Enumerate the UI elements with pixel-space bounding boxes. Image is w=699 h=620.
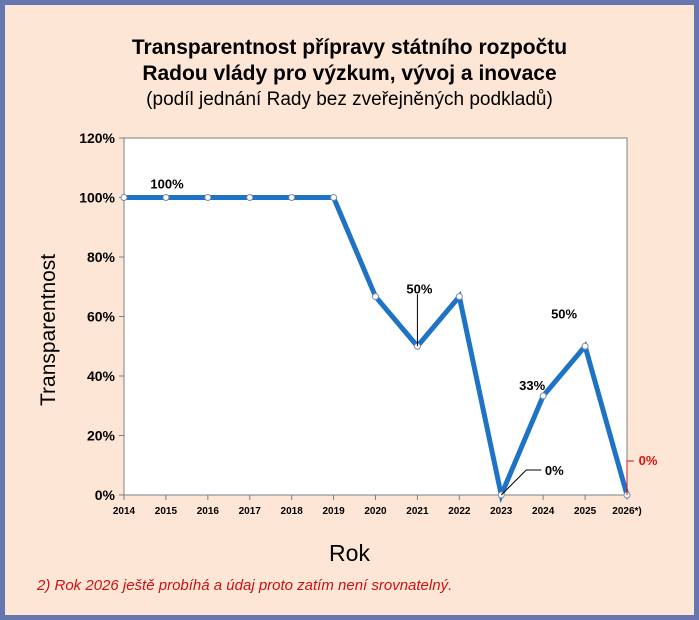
data-point: [539, 392, 547, 400]
x-tick-label: 2026*): [612, 506, 641, 517]
data-label: 50%: [551, 306, 577, 321]
leader-line: [626, 460, 634, 495]
y-axis-label: Transparentnost: [37, 253, 60, 406]
data-point: [162, 194, 170, 201]
x-tick-label: 2016: [197, 506, 220, 517]
x-tick-label: 2019: [322, 506, 345, 517]
data-point: [120, 194, 128, 201]
y-tick-label: 120%: [79, 130, 115, 146]
x-tick-label: 2022: [448, 506, 471, 517]
chart-title-line-2: Radou vlády pro výzkum, vývoj a inovace: [142, 62, 557, 85]
data-point: [372, 293, 379, 301]
y-tick-label: 60%: [87, 309, 116, 325]
footnote: 2) Rok 2026 ještě probíhá a údaj proto z…: [37, 577, 453, 594]
data-label: 0%: [639, 453, 658, 468]
chart-title: Transparentnost přípravy státního rozpoč…: [131, 36, 568, 59]
data-point: [246, 194, 254, 201]
x-tick-label: 2023: [490, 506, 513, 517]
x-tick-label: 2017: [239, 506, 262, 517]
y-tick-label: 0%: [95, 487, 116, 503]
leader-line: [500, 469, 542, 496]
data-label: 100%: [150, 177, 184, 192]
x-tick-label: 2014: [113, 506, 136, 517]
data-label: 50%: [406, 281, 432, 296]
y-tick-label: 100%: [79, 190, 115, 206]
data-label: 0%: [545, 463, 564, 478]
data-point: [581, 342, 589, 350]
data-point: [455, 293, 463, 301]
y-tick-label: 80%: [87, 249, 116, 265]
data-label: 33%: [519, 378, 545, 393]
data-point: [330, 194, 338, 201]
x-axis-label: Rok: [329, 540, 370, 566]
x-tick-label: 2025: [574, 506, 597, 517]
data-point: [288, 194, 296, 201]
data-point: [204, 194, 212, 201]
chart-subtitle: (podíl jednání Rady bez zveřejněných pod…: [146, 89, 553, 110]
y-tick-label: 40%: [87, 368, 116, 384]
x-tick-label: 2024: [532, 506, 555, 517]
x-tick-label: 2015: [155, 506, 178, 517]
x-tick-label: 2018: [281, 506, 304, 517]
x-tick-label: 2020: [364, 506, 387, 517]
y-tick-label: 20%: [87, 428, 116, 444]
x-tick-label: 2021: [406, 506, 429, 517]
